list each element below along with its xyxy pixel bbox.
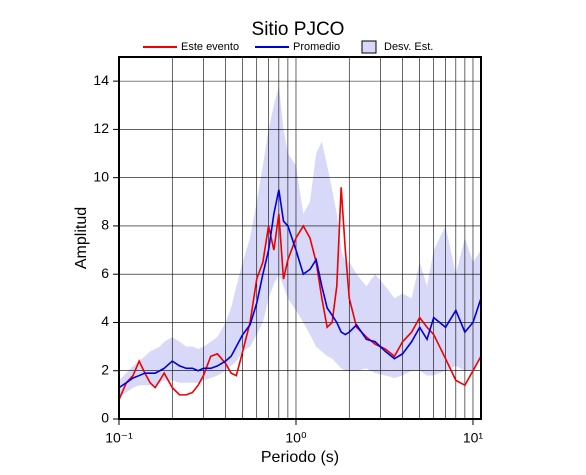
y-axis-label: Amplitud	[73, 207, 90, 269]
legend-label: Este evento	[181, 41, 239, 53]
y-tick-label: 10	[93, 168, 109, 184]
x-axis-label: Periodo (s)	[261, 449, 339, 466]
legend-swatch	[361, 40, 377, 54]
plot-frame	[118, 56, 482, 420]
x-tick-label: 10¹	[463, 430, 484, 446]
std-band	[119, 85, 481, 398]
y-tick-label: 4	[101, 313, 109, 329]
y-tick-label: 12	[93, 120, 109, 136]
y-tick-label: 2	[101, 361, 109, 377]
chart-title: Sitio PJCO	[252, 19, 345, 40]
series-line	[118, 187, 482, 401]
legend-label: Desv. Est.	[384, 41, 433, 53]
y-tick-label: 6	[101, 265, 109, 281]
y-tick-label: 14	[93, 72, 109, 88]
series-line	[118, 189, 482, 389]
y-tick-label: 0	[101, 410, 109, 426]
x-tick-label: 10⁻¹	[105, 430, 133, 446]
legend-label: Promedio	[293, 41, 340, 53]
y-tick-label: 8	[101, 217, 109, 233]
x-tick-label: 10⁰	[285, 430, 307, 446]
